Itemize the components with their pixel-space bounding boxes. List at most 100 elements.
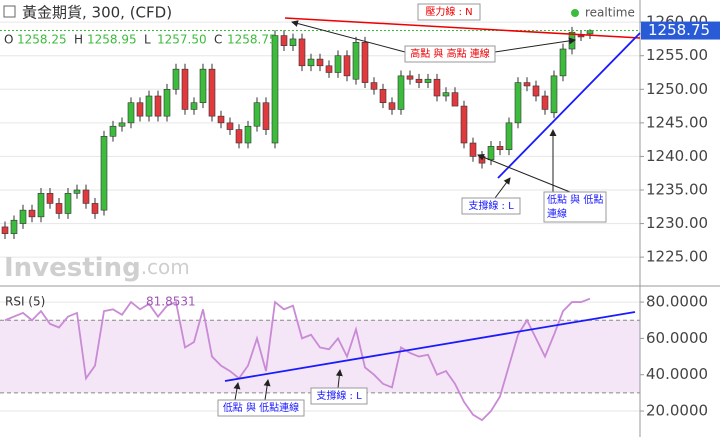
candle-body [559,48,567,77]
candle-body [163,88,171,117]
arrow [477,153,571,193]
candle-body [586,30,594,35]
candle-body [172,68,180,90]
y-tick-label: 1225.00 [646,248,708,266]
arrow [233,382,241,401]
candle-body [199,68,207,104]
candle-body [325,65,333,73]
annotation: 支撐線 : L [468,199,514,212]
candle-body [505,122,513,151]
ohlc-letter: H [74,33,83,47]
candle-body [379,88,387,104]
candle-body [253,102,261,127]
y-tick-label: 1230.00 [646,214,708,232]
candle-body [19,209,27,224]
candle-body [64,193,72,214]
candle-body [550,75,558,114]
arrow [335,369,343,389]
ohlc-header: O 1258.25 H 1258.95 L 1257.50 C 1258.75 [4,33,277,47]
annotation: 壓力線 : N [425,5,472,18]
annotation-box [543,191,607,223]
candle-body [28,209,36,218]
marks [0,26,640,422]
candle-body [73,189,81,194]
candle-body [469,142,477,157]
candle-body [46,193,54,204]
candle-body [262,102,270,130]
candle-body [289,38,297,46]
support-line [497,32,641,179]
candle-body [370,82,378,90]
arrow [494,37,576,53]
candle-body [523,82,531,87]
rsi-value: 81.8531 [146,295,196,309]
candle-body [397,75,405,110]
candle-body [415,78,423,83]
annotation: 低點 與 低點 [547,193,603,206]
candle-body [226,122,234,130]
candle-body [307,58,315,67]
candle-body [460,105,468,144]
candle-body [217,115,225,124]
ohlc-letter: C [214,33,222,47]
annotation-box [461,197,521,215]
candle-body [334,55,342,73]
ohlc-value: 1258.95 [87,33,137,47]
y-tick-label: 1255.00 [646,46,708,64]
watermark-main: Investing [4,253,141,283]
candle-body [37,193,45,218]
resistance-line [284,17,641,39]
y-tick-label: 40.0000 [646,365,708,383]
rsi-line [4,297,591,422]
status-dot [571,9,579,17]
last-price-label: 1258.75 [648,21,710,39]
annotation-box [310,387,368,405]
y-tick-label: 20.0000 [646,402,708,420]
candle-body [433,78,441,97]
arrow [291,20,406,53]
candle-body [235,129,243,144]
ohlc-letter: O [4,33,13,47]
y-tick-label: 1240.00 [646,147,708,165]
candle-body [442,92,450,97]
candle-body [388,102,396,110]
candle-body [532,85,540,97]
candle-body [244,125,252,144]
annotation: 高點 與 高點 連線 [410,47,490,60]
candle-body [577,35,585,38]
candle-body [271,35,279,144]
candle-body [451,92,459,107]
y-tick-label: 1250.00 [646,80,708,98]
candle-body [424,78,432,83]
rsi-title: RSI (5) [5,295,45,309]
candle-body [190,102,198,110]
arrow [494,177,511,199]
status: realtime [585,6,635,20]
candle-body [298,38,306,67]
candle-body [82,189,90,204]
candle-body [280,35,288,46]
candle-body [181,68,189,110]
candle-body [316,58,324,67]
candle-body [1,226,9,234]
annotation-box [404,45,496,63]
y-tick-label: 1235.00 [646,180,708,198]
candle-body [100,135,108,211]
candle-body [118,122,126,127]
candle-body [541,95,549,110]
candle-body [91,203,99,214]
y-tick-label: 80.0000 [646,293,708,311]
annotation-box [417,3,481,21]
candle-body [352,41,360,80]
candle-body [10,219,18,234]
candle-body [406,75,414,80]
annotation-box [217,399,305,417]
candle-body [343,55,351,77]
candle-body [496,146,504,151]
candle-body [361,41,369,83]
ohlc-letter: L [144,33,151,47]
collapse-icon[interactable] [3,5,16,18]
watermark: Investing.com [4,253,190,283]
ohlc-value: 1257.50 [157,33,207,47]
